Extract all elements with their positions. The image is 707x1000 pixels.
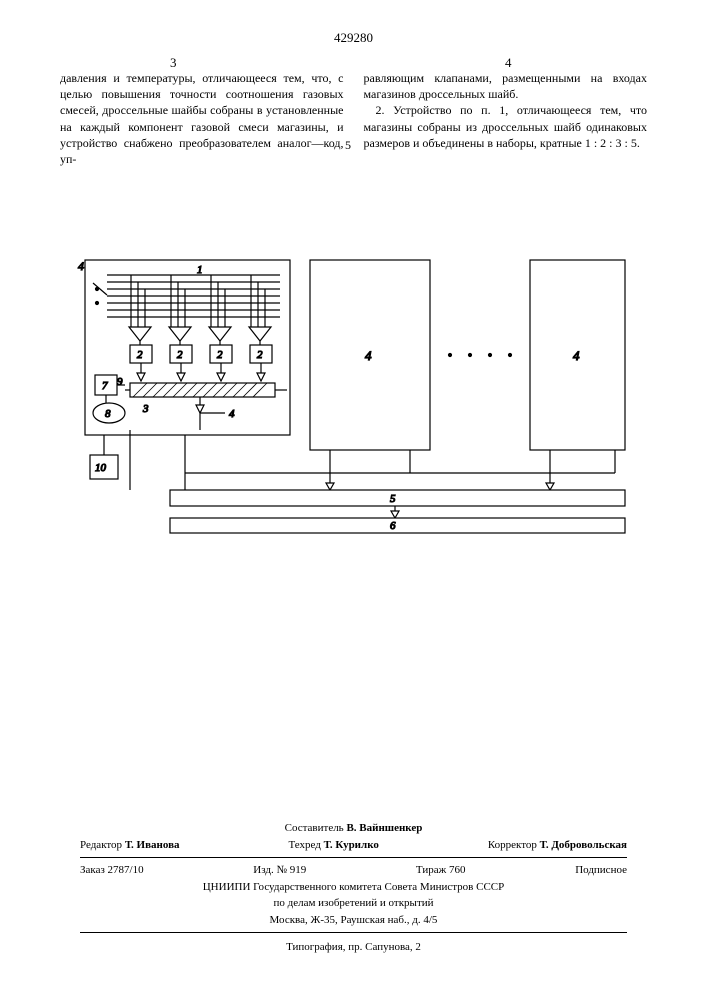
svg-text:2: 2 xyxy=(257,349,263,361)
svg-text:8: 8 xyxy=(105,408,111,420)
left-column-text: давления и температуры, отличающееся тем… xyxy=(60,70,344,167)
svg-text:10: 10 xyxy=(95,462,107,474)
right-column-number: 4 xyxy=(505,55,512,71)
svg-text:3: 3 xyxy=(142,403,149,415)
svg-text:7: 7 xyxy=(102,380,108,392)
svg-text:2: 2 xyxy=(177,349,183,361)
right-col-p1: равляющим клапанами, размещенными на вхо… xyxy=(364,71,648,101)
svg-text:9: 9 xyxy=(117,376,123,388)
svg-text:6: 6 xyxy=(390,520,396,532)
colophon: Составитель В. Вайншенкер Редактор Т. Ив… xyxy=(80,820,627,956)
gutter-marker: 5 xyxy=(345,138,351,153)
svg-text:2: 2 xyxy=(217,349,223,361)
document-number: 429280 xyxy=(334,30,373,46)
svg-text:4: 4 xyxy=(229,408,235,420)
svg-text:4: 4 xyxy=(365,348,372,363)
publisher-line1: ЦНИИПИ Государственного комитета Совета … xyxy=(80,879,627,896)
compiler-line: Составитель В. Вайншенкер xyxy=(80,820,627,837)
credits-row: Редактор Т. Иванова Техред Т. Курилко Ко… xyxy=(80,837,627,854)
body-text: давления и температуры, отличающееся тем… xyxy=(60,70,647,167)
publisher-line2: по делам изобретений и открытий xyxy=(80,895,627,912)
svg-text:4: 4 xyxy=(573,348,580,363)
fig-label-4-left: 4 xyxy=(78,259,84,273)
printshop-line: Типография, пр. Сапунова, 2 xyxy=(80,939,627,956)
publisher-line3: Москва, Ж-35, Раушская наб., д. 4/5 xyxy=(80,912,627,929)
svg-text:5: 5 xyxy=(390,493,396,505)
right-column-text: равляющим клапанами, размещенными на вхо… xyxy=(364,70,648,167)
left-column-number: 3 xyxy=(170,55,177,71)
schematic-figure: 4 1 xyxy=(75,255,635,535)
right-col-p2: 2. Устройство по п. 1, отличающееся тем,… xyxy=(364,102,648,151)
fig-label-1: 1 xyxy=(197,264,203,276)
svg-text:2: 2 xyxy=(137,349,143,361)
print-row: Заказ 2787/10 Изд. № 919 Тираж 760 Подпи… xyxy=(80,862,627,879)
